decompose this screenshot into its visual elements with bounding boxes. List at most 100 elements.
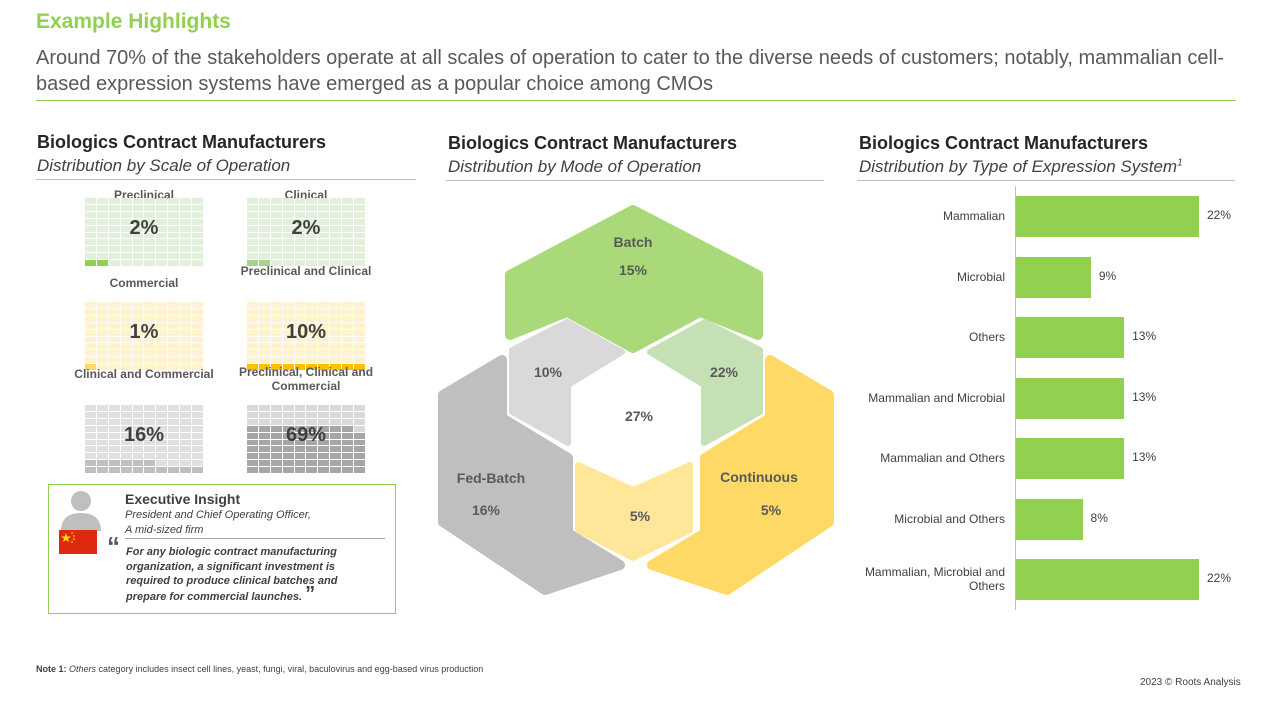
waffle-cell [96,302,108,308]
bar [1016,196,1199,237]
waffle-cell-filled [282,439,294,446]
waffle-cell [342,246,354,253]
waffle-cell [306,218,318,225]
waffle-cell [132,418,144,425]
waffle-cell-filled [294,425,306,432]
waffle-cell-filled [247,260,258,266]
waffle-cell-filled [294,364,306,370]
waffle-cell [306,350,318,357]
waffle-cell [120,204,132,211]
bar [1016,377,1125,419]
waffle-cell [144,232,156,239]
waffle-cell-filled [247,364,258,370]
fed-batch-label: Fed-Batch [456,470,526,486]
bar [1016,559,1199,600]
waffle-cell [156,329,168,336]
waffle-cell [192,322,203,329]
waffle-cell [282,336,294,343]
waffle-cell [192,350,203,357]
waffle-cell [270,405,282,411]
waffle-cell-filled [180,467,192,473]
waffle-cell [85,246,96,253]
continuous-label: Continuous [720,469,798,485]
waffle-cell-filled [85,364,96,370]
waffle-cell [120,425,132,432]
waffle-cell [247,246,258,253]
waffle-cell [156,343,168,350]
waffle-cell [294,418,306,425]
waffle-cell [282,253,294,260]
waffle-cell [342,343,354,350]
waffle-cell [270,357,282,364]
waffle-cell [247,350,258,357]
waffle-cell [258,211,270,218]
waffle-cell [192,260,203,266]
waffle-cell [168,204,180,211]
waffle-cell [192,336,203,343]
waffle-cell [354,204,365,211]
waffle-cell [144,350,156,357]
waffle-cell [354,357,365,364]
overlap-all-value: 27% [624,408,654,424]
waffle-cell-filled [258,425,270,432]
waffle-cell [318,308,330,315]
waffle-cell [192,446,203,453]
waffle-cell [156,453,168,460]
waffle-cell [96,364,108,370]
waffle-cell [132,453,144,460]
waffle-cell [247,302,258,308]
waffle-cell [132,425,144,432]
bar [1016,256,1091,298]
waffle-cell [85,446,96,453]
waffle-cell [354,329,365,336]
waffle-cell [282,198,294,204]
waffle-cell [342,302,354,308]
waffle-label: Preclinical and Clinical [240,264,372,278]
footnote-marker: 1 [1177,157,1183,169]
waffle-cell [108,218,120,225]
waffle-cell [294,350,306,357]
waffle-cell [258,246,270,253]
waffle-cell-filled [354,364,365,370]
waffle-cell [108,246,120,253]
waffle-cell [330,343,342,350]
waffle-cell-filled [270,439,282,446]
waffle-cell [247,411,258,418]
waffle-cell [192,253,203,260]
waffle-cell [247,322,258,329]
waffle-value: 10% [285,321,327,343]
waffle-cell-filled [330,453,342,460]
waffle-cell [132,308,144,315]
waffle-cell [132,253,144,260]
waffle-cell [144,315,156,322]
waffle-cell-filled [318,467,330,473]
waffle-cell [168,315,180,322]
waffle-cell [306,357,318,364]
waffle-cell-filled [270,460,282,467]
waffle-cell [282,322,294,329]
insight-role: President and Chief Operating Officer, [125,509,311,521]
waffle-cell [108,350,120,357]
batch-label: Batch [613,234,653,250]
panel3-subtitle: Distribution by Type of Expression Syste… [859,157,1183,177]
waffle-cell-filled [342,432,354,439]
waffle-cell-filled [120,460,132,467]
waffle-cell [144,308,156,315]
waffle-cell [85,302,96,308]
waffle-cell [282,418,294,425]
waffle-cell [120,302,132,308]
waffle-cell [330,418,342,425]
waffle-cell [282,405,294,411]
waffle-cell [108,232,120,239]
waffle-cell [192,364,203,370]
waffle-cell-filled [294,446,306,453]
waffle-cell [108,439,120,446]
waffle-cell [258,315,270,322]
waffle-cell [306,232,318,239]
waffle-cell [318,302,330,308]
waffle-cell [282,239,294,246]
waffle-cell [270,239,282,246]
waffle-cell [354,232,365,239]
waffle-cell [294,225,306,232]
